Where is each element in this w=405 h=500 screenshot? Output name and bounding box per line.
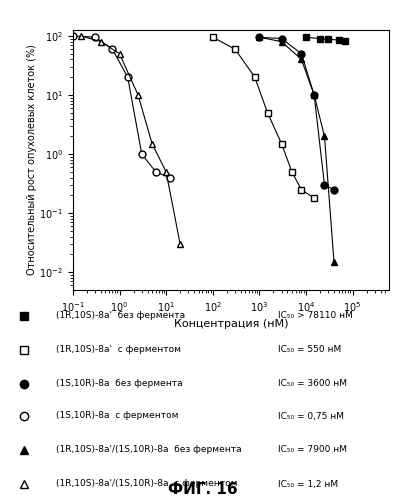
Text: IC₅₀ = 0,75 нМ: IC₅₀ = 0,75 нМ	[278, 412, 344, 420]
Y-axis label: Относительный рост опухолевых клеток (%): Относительный рост опухолевых клеток (%)	[27, 44, 36, 276]
Text: (1S,10R)-8а  без фермента: (1S,10R)-8а без фермента	[56, 380, 182, 388]
Text: IC₅₀ = 3600 нМ: IC₅₀ = 3600 нМ	[278, 380, 347, 388]
Text: (1R,10S)-8a'  без фермента: (1R,10S)-8a' без фермента	[56, 312, 185, 320]
Text: IC₅₀ > 78110 нМ: IC₅₀ > 78110 нМ	[278, 312, 353, 320]
Text: (1R,10S)-8a'/(1S,10R)-8а  с ферментом: (1R,10S)-8a'/(1S,10R)-8а с ферментом	[56, 480, 237, 488]
Text: IC₅₀ = 550 нМ: IC₅₀ = 550 нМ	[278, 346, 341, 354]
Text: (1R,10S)-8a'/(1S,10R)-8а  без фермента: (1R,10S)-8a'/(1S,10R)-8а без фермента	[56, 446, 241, 454]
Text: (1S,10R)-8а  с ферментом: (1S,10R)-8а с ферментом	[56, 412, 178, 420]
Text: IC₅₀ = 1,2 нМ: IC₅₀ = 1,2 нМ	[278, 480, 338, 488]
X-axis label: Концентрация (нМ): Концентрация (нМ)	[174, 319, 288, 329]
Text: (1R,10S)-8a'  с ферментом: (1R,10S)-8a' с ферментом	[56, 346, 181, 354]
Text: ФИГ. 16: ФИГ. 16	[168, 482, 237, 498]
Text: IC₅₀ = 7900 нМ: IC₅₀ = 7900 нМ	[278, 446, 347, 454]
